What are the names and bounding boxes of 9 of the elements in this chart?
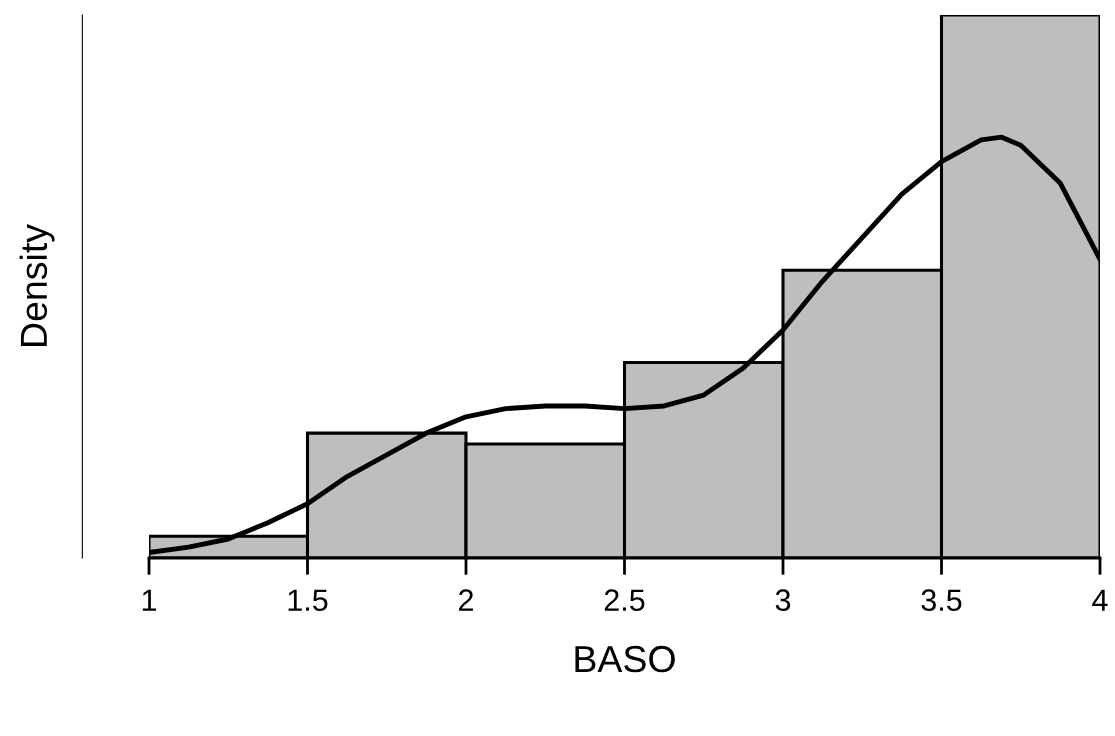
x-tick-label: 4 xyxy=(1092,589,1108,611)
x-tick-label: 3.5 xyxy=(921,589,962,611)
x-tick-label: 2 xyxy=(459,589,473,611)
x-tick-label: 1 xyxy=(142,589,157,611)
x-tick-label: 1.5 xyxy=(288,589,328,611)
x-tick-label: 3 xyxy=(775,589,791,611)
y-axis-title: Density xyxy=(19,224,55,346)
x-tick-label: 2.5 xyxy=(604,589,645,611)
x-axis-title: BASO xyxy=(575,645,675,673)
